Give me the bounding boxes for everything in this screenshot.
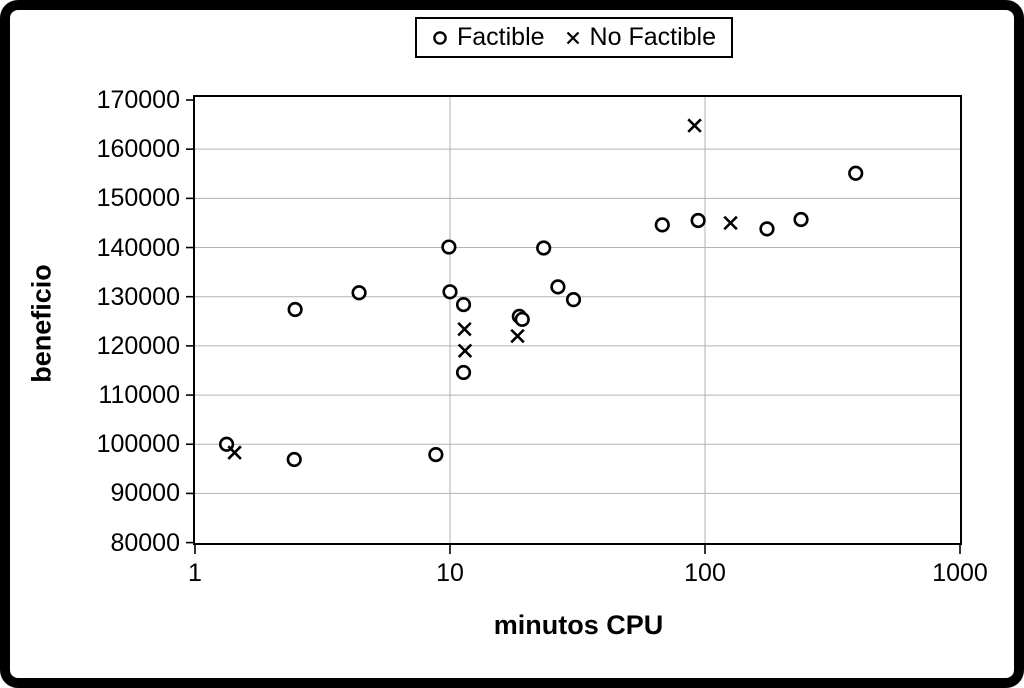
y-tick-label: 140000 <box>96 233 180 262</box>
data-point-no-factible <box>457 343 473 359</box>
data-point-factible <box>351 285 367 301</box>
data-point-factible <box>286 451 302 468</box>
legend-label-no-factible: No Factible <box>589 23 716 51</box>
y-tick-label: 100000 <box>96 430 180 459</box>
data-point-factible <box>759 221 775 237</box>
legend: Factible No Factible <box>415 17 733 58</box>
data-point-factible <box>428 446 444 463</box>
data-point-no-factible <box>510 328 525 344</box>
legend-item-no-factible: No Factible <box>565 23 716 52</box>
plot-area <box>193 95 962 545</box>
data-point-factible <box>690 212 706 229</box>
legend-item-factible: Factible <box>432 23 545 52</box>
data-point-factible <box>514 311 530 327</box>
data-point-factible <box>287 301 303 318</box>
data-point-no-factible <box>723 215 738 231</box>
y-tick-label: 90000 <box>110 479 180 508</box>
legend-label-factible: Factible <box>457 23 545 51</box>
x-marker-icon <box>566 31 579 44</box>
data-point-factible <box>536 240 552 256</box>
circle-marker-icon <box>433 30 447 45</box>
data-point-factible <box>793 211 809 228</box>
x-axis-title: minutos CPU <box>493 610 664 640</box>
data-point-no-factible <box>227 445 242 460</box>
y-tick-label: 120000 <box>96 331 180 360</box>
data-point-no-factible <box>687 118 702 133</box>
y-tick-label: 80000 <box>110 528 180 557</box>
y-tick-label: 150000 <box>96 184 180 213</box>
y-tick-label: 130000 <box>96 282 180 311</box>
x-tick-label: 100 <box>684 559 726 587</box>
data-point-factible <box>442 284 458 300</box>
x-tick-label: 1000 <box>932 559 988 587</box>
x-tick-label: 1 <box>188 559 202 587</box>
data-point-factible <box>455 296 472 313</box>
data-point-factible <box>848 165 864 181</box>
data-point-factible <box>455 364 472 381</box>
y-tick-label: 110000 <box>98 381 180 410</box>
y-tick-label: 170000 <box>96 86 180 114</box>
y-tick-label: 160000 <box>96 135 180 164</box>
data-point-factible <box>550 279 566 295</box>
data-point-factible <box>654 217 670 233</box>
data-point-factible <box>565 292 582 308</box>
data-point-no-factible <box>457 321 472 337</box>
x-tick-label: 10 <box>436 559 464 587</box>
data-point-factible <box>441 239 457 255</box>
